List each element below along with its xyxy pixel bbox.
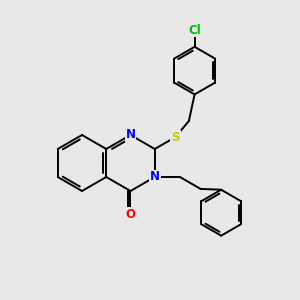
Text: Cl: Cl: [188, 23, 201, 37]
Text: O: O: [125, 208, 136, 221]
Text: N: N: [150, 170, 160, 184]
Text: S: S: [171, 130, 180, 144]
Text: N: N: [125, 128, 136, 142]
